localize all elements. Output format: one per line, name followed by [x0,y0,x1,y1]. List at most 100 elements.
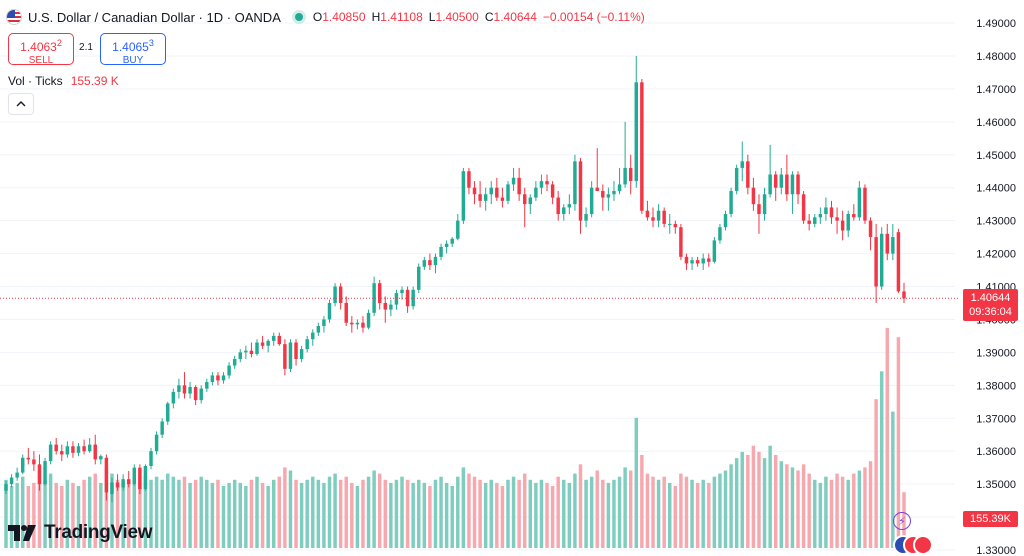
candle-body [422,260,427,267]
market-open-status-icon[interactable] [294,13,303,21]
candle-body [271,335,276,341]
volume-bar [389,482,393,548]
volume-bar [656,479,661,548]
ohlc-low-key: L [428,10,436,24]
volume-bar [885,327,889,548]
buy-label: BUY [122,55,144,66]
volume-bar [193,479,198,548]
candle-body [651,217,655,221]
volume-bar [405,479,410,548]
candle-body [656,210,661,221]
candle-body [160,421,164,435]
candle-body [483,194,488,201]
sell-button[interactable]: 1.40632 SELL [8,33,74,66]
collapse-legend-button[interactable] [8,93,34,115]
buy-button[interactable]: 1.40653 BUY [100,33,166,66]
sell-label: SELL [28,55,54,66]
buy-price-pip: 3 [148,38,154,48]
candle-body [729,190,733,215]
volume-bar [316,479,321,548]
volume-bar [483,482,488,548]
volume-bar [773,455,778,548]
volume-bar [617,476,622,548]
candle-body [171,391,176,404]
candle-body [366,312,371,328]
volume-bar [377,473,382,548]
volume-bar [311,476,315,548]
volume-bar [868,461,873,548]
candle-body [450,238,454,244]
volume-bar [411,482,415,548]
economic-events-flags[interactable] [893,535,933,555]
candle-body [227,365,231,376]
volume-bar [32,482,36,548]
volume-bar [461,467,466,548]
candle-body [885,233,889,254]
candle-body [9,477,14,485]
candle-body [350,322,354,325]
candle-body [673,223,678,228]
sell-price: 1.4063 [20,40,57,54]
candle-body [277,335,282,345]
volume-bar [528,479,533,548]
candle-body [768,174,772,195]
volume-legend[interactable]: Vol · Ticks 155.39 K [8,74,119,88]
candle-body [188,386,192,394]
event-bolt-icon[interactable]: ⚡ [893,512,911,530]
symbol-title[interactable]: U.S. Dollar / Canadian Dollar · 1D · OAN… [28,9,281,25]
candle-body [37,464,42,485]
volume-bar [338,479,343,548]
volume-bar [260,482,265,548]
candle-body [216,375,220,381]
volume-bar [824,476,828,548]
candle-body [623,167,627,185]
candle-body [813,217,817,224]
candle-body [205,382,209,389]
ohlc-close-value: 1.40644 [493,10,537,24]
volume-bar [366,476,371,548]
candle-body [863,187,867,221]
ohlc-open-key: O [312,10,323,24]
last-price-value: 1.40644 [970,292,1011,304]
candle-body [550,184,555,198]
volume-bar [143,476,148,548]
volume-bar [93,473,97,548]
volume-bar [550,486,555,548]
volume-bar [891,411,895,548]
candle-body [472,187,477,195]
volume-bar [785,464,789,548]
volume-bar [199,476,203,548]
candle-body [15,472,19,478]
candle-body [478,194,482,201]
volume-bar [288,470,293,548]
candle-body [439,246,443,257]
candle-body [177,385,181,392]
candle-body [4,484,8,491]
y-tick-label: 1.35000 [976,479,1016,491]
price-axis-bg [958,0,1024,556]
volume-bar [506,479,510,548]
volume-bar [344,476,348,548]
candle-body [221,375,226,381]
candle-body [32,459,36,465]
volume-bar [26,486,31,548]
candle-body [327,302,332,320]
volume-bar [651,476,655,548]
candle-body [573,161,577,205]
volume-bar [82,479,86,548]
candle-body [734,167,739,191]
volume-legend-value: 155.39 K [70,74,119,88]
candle-body [779,174,784,188]
candle-body [762,194,767,215]
volume-bar [65,479,70,548]
volume-bar [606,482,611,548]
volume-bar [439,476,443,548]
volume-bar [662,476,666,548]
volume-bar [171,476,176,548]
candle-body [115,482,120,488]
volume-bar [768,445,772,548]
volume-bar [567,482,572,548]
volume-bar [283,467,287,548]
candle-body [617,184,622,191]
